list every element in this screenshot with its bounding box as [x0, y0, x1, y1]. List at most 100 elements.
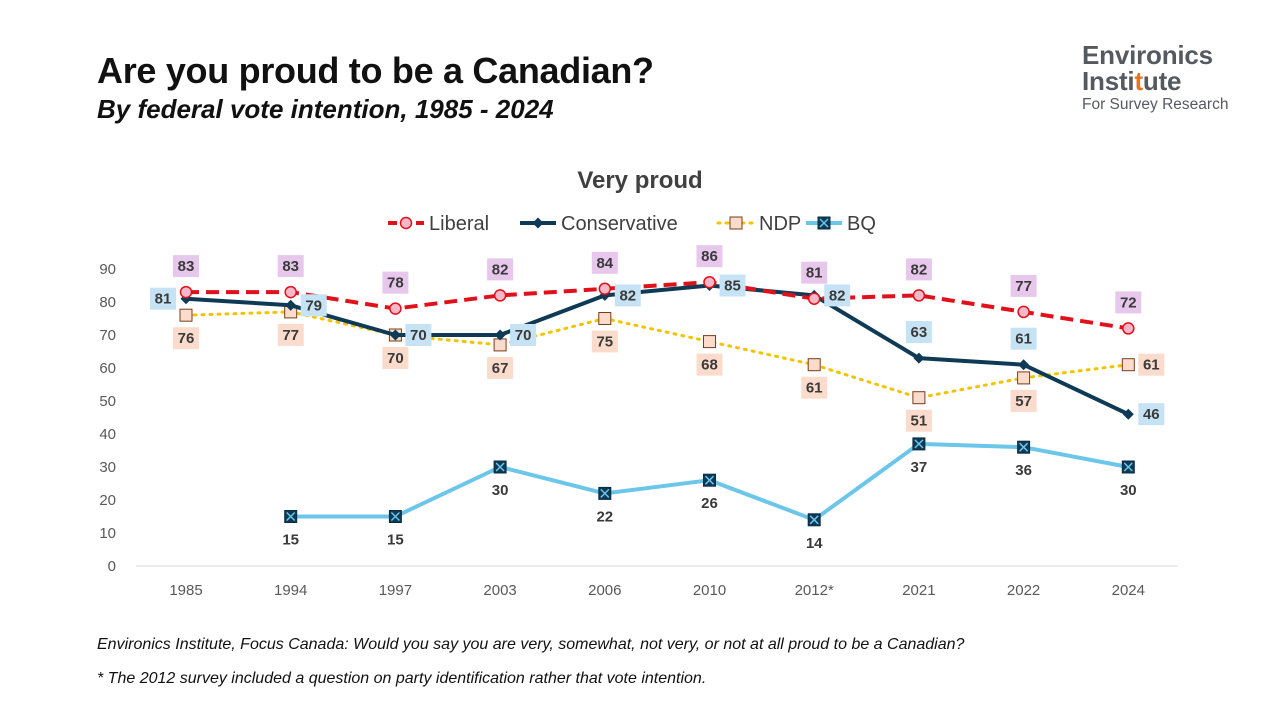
- bq-point: [493, 460, 507, 474]
- source-footnote: Environics Institute, Focus Canada: Woul…: [97, 636, 965, 653]
- bq-data-label: 36: [1015, 462, 1032, 479]
- conservative-data-label: 46: [1143, 406, 1160, 423]
- bq-point: [598, 486, 612, 500]
- ndp-series: [179, 305, 1135, 405]
- ndp-data-label: 77: [282, 327, 299, 344]
- liberal-label-bg: [1010, 274, 1037, 297]
- bq-data-label: 14: [806, 535, 823, 552]
- liberal-point: [1122, 322, 1135, 335]
- ndp-data-label: 51: [911, 413, 928, 430]
- ndp-point: [729, 216, 743, 230]
- y-tick-label: 60: [99, 360, 116, 377]
- x-tick-label: 1994: [274, 582, 307, 599]
- page-title: Are you proud to be a Canadian?: [97, 50, 654, 91]
- y-tick-label: 30: [99, 459, 116, 476]
- conservative-label-bg: [150, 287, 176, 310]
- y-tick-label: 0: [108, 558, 116, 575]
- liberal-data-label: 82: [911, 261, 928, 278]
- bq-point: [703, 473, 716, 487]
- x-tick-label: 2022: [1007, 582, 1040, 599]
- logo-line-3: For Survey Research: [1082, 96, 1229, 113]
- x-tick-label: 2024: [1112, 582, 1145, 599]
- liberal-label-bg: [696, 245, 723, 268]
- bq-series: [284, 437, 1135, 527]
- ndp-data-label: 61: [806, 380, 823, 397]
- liberal-point: [703, 275, 716, 289]
- y-tick-label: 80: [99, 294, 116, 311]
- liberal-label-bg: [487, 258, 514, 281]
- liberal-data-label: 83: [282, 258, 299, 275]
- conservative-data-label: 85: [724, 278, 741, 295]
- bq-point: [284, 510, 298, 523]
- bq-point-cross-b: [914, 439, 924, 449]
- bq-data-label: 22: [596, 508, 613, 525]
- liberal-point: [1017, 305, 1030, 319]
- ndp-line: [184, 310, 1130, 400]
- liberal-data-label: 83: [178, 258, 195, 275]
- ndp-point: [703, 335, 716, 349]
- liberal-label-bg: [591, 251, 618, 274]
- x-tick-label: 2010: [693, 582, 726, 599]
- liberal-label-bg: [801, 261, 828, 284]
- liberal-label-bg: [173, 255, 199, 278]
- bq-point: [912, 437, 926, 451]
- conservative-point: [913, 352, 925, 364]
- liberal-data-label: 86: [701, 248, 718, 265]
- bq-point: [807, 513, 821, 527]
- bq-point-cross-b: [809, 515, 819, 525]
- ndp-label-bg: [801, 376, 828, 399]
- bq-data-labels: 15 15 30 22 26 14 37 36 30: [282, 459, 1136, 552]
- ndp-data-labels: 76 77 70 67 75 68 61 51 57 61: [173, 323, 1165, 432]
- page-subtitle: By federal vote intention, 1985 - 2024: [97, 94, 554, 124]
- bq-data-label: 15: [282, 532, 299, 549]
- bq-data-label: 37: [911, 459, 928, 476]
- ndp-data-label: 75: [596, 334, 613, 351]
- bq-point: [817, 216, 831, 230]
- bq-data-label: 30: [492, 482, 509, 499]
- chart-legend: Liberal Conservative NDP BQ: [388, 213, 876, 235]
- ndp-point: [807, 358, 821, 372]
- environics-logo: Environics Institute For Survey Research: [1082, 42, 1228, 113]
- liberal-data-label: 78: [387, 275, 404, 292]
- chart-title: Very proud: [577, 167, 703, 194]
- ndp-point: [179, 308, 193, 322]
- conservative-data-label: 79: [305, 297, 322, 314]
- ndp-label-bg: [1138, 353, 1165, 376]
- bq-point: [1017, 440, 1031, 454]
- conservative-data-label: 61: [1015, 331, 1032, 348]
- ndp-data-label: 70: [387, 350, 404, 367]
- bq-data-label: 15: [387, 532, 404, 549]
- conservative-data-label: 70: [515, 327, 532, 344]
- ndp-data-label: 67: [492, 360, 509, 377]
- bq-point-cross-b: [286, 511, 296, 522]
- ndp-label-bg: [1010, 389, 1037, 412]
- liberal-point: [179, 285, 193, 299]
- ndp-data-label: 61: [1143, 357, 1160, 374]
- ndp-label-bg: [591, 330, 618, 353]
- liberal-point: [284, 285, 297, 299]
- ndp-label-bg: [277, 323, 304, 346]
- bq-point-cross-b: [1019, 442, 1029, 452]
- legend-label-conservative: Conservative: [561, 213, 678, 235]
- x-tick-label: 2006: [588, 582, 621, 599]
- conservative-data-labels: 81 79 70 70 82 85 82 63 61 46: [150, 274, 1165, 426]
- conservative-data-label: 70: [410, 327, 427, 344]
- conservative-label-bg: [510, 324, 537, 346]
- ndp-point: [493, 338, 507, 352]
- ndp-point: [1017, 371, 1031, 385]
- bq-point-cross-b: [704, 475, 715, 485]
- ndp-point: [1121, 358, 1135, 372]
- legend-item-ndp: NDP: [716, 213, 801, 235]
- bq-point-cross-b: [495, 462, 505, 472]
- liberal-point: [399, 216, 413, 230]
- conservative-label-bg: [405, 324, 432, 346]
- legend-item-bq: BQ: [806, 213, 876, 235]
- legend-item-liberal: Liberal: [388, 213, 489, 235]
- conservative-point: [494, 329, 506, 341]
- logo-line-2: Institute: [1082, 66, 1182, 96]
- conservative-label-bg: [1010, 327, 1037, 350]
- conservative-line: [185, 283, 1130, 417]
- conservative-label-bg: [719, 274, 746, 297]
- x-tick-label: 1985: [169, 582, 202, 599]
